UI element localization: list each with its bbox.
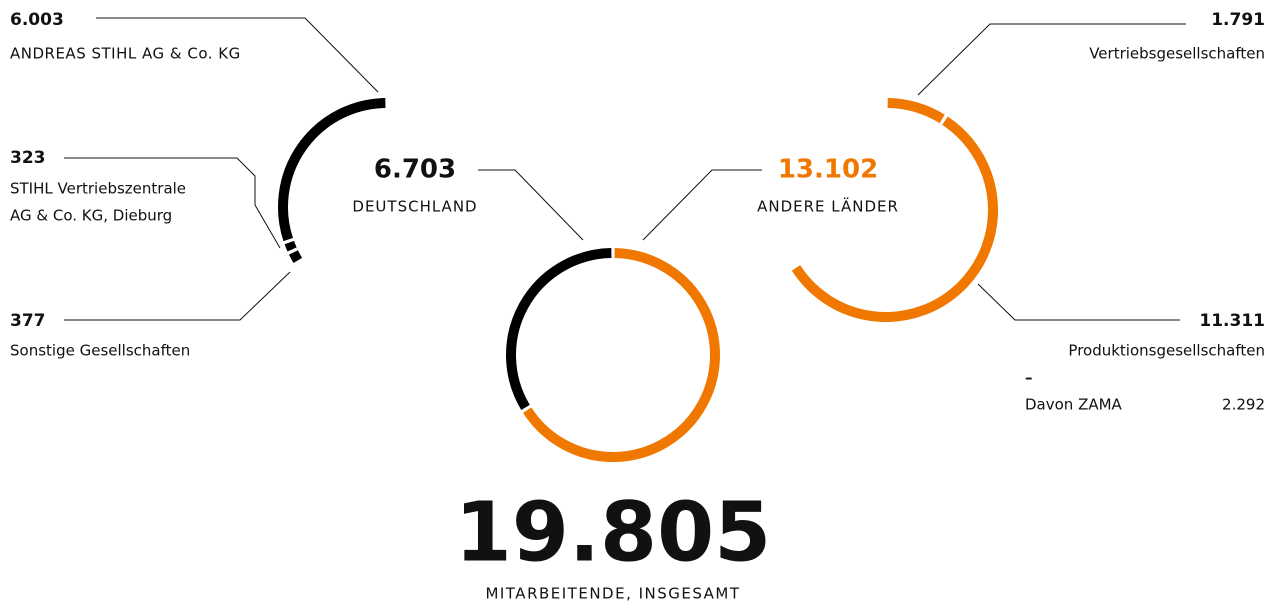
segment-name: STIHL Vertriebszentrale: [10, 180, 186, 198]
arc-segment: [523, 248, 720, 462]
value-label: 6.703: [374, 155, 456, 185]
segment-name: ANDERE LÄNDER: [757, 197, 899, 216]
leader-line: [478, 169, 584, 241]
value-label: 11.311: [1199, 311, 1265, 331]
segment-name: Vertriebsgesellschaften: [1089, 45, 1265, 63]
sub-value: 2.292: [1222, 396, 1265, 414]
value-label: 6.003: [10, 10, 64, 30]
leader-line: [977, 283, 1180, 321]
arc-segment: [278, 98, 386, 242]
leader-line: [64, 157, 281, 249]
leader-line: [917, 23, 1186, 96]
segment-name: DEUTSCHLAND: [352, 198, 477, 216]
arc-segment: [284, 240, 297, 252]
total-caption: MITARBEITENDE, INSGESAMT: [485, 585, 740, 603]
segment-name: ANDREAS STIHL AG & Co. KG: [10, 45, 241, 63]
arc-segment: [791, 116, 998, 322]
value-label: 13.102: [778, 155, 878, 185]
leader-line: [96, 17, 379, 93]
leader-line: [64, 271, 291, 321]
value-label: 1.791: [1211, 10, 1265, 30]
arc-segment: [288, 250, 303, 264]
segment-name: Produktionsgesellschaften: [1068, 342, 1265, 360]
leader-lines: [64, 17, 1186, 321]
segment-name: AG & Co. KG, Dieburg: [10, 207, 172, 225]
value-label: 323: [10, 148, 46, 168]
segment-name: Sonstige Gesellschaften: [10, 342, 190, 360]
arc-segment: [506, 248, 612, 411]
separator: –: [1025, 369, 1033, 387]
leader-line: [642, 169, 762, 241]
value-label: 377: [10, 311, 46, 331]
arc-segment: [887, 98, 945, 124]
total-value: 19.805: [455, 485, 771, 580]
sub-name: Davon ZAMA: [1025, 396, 1123, 414]
